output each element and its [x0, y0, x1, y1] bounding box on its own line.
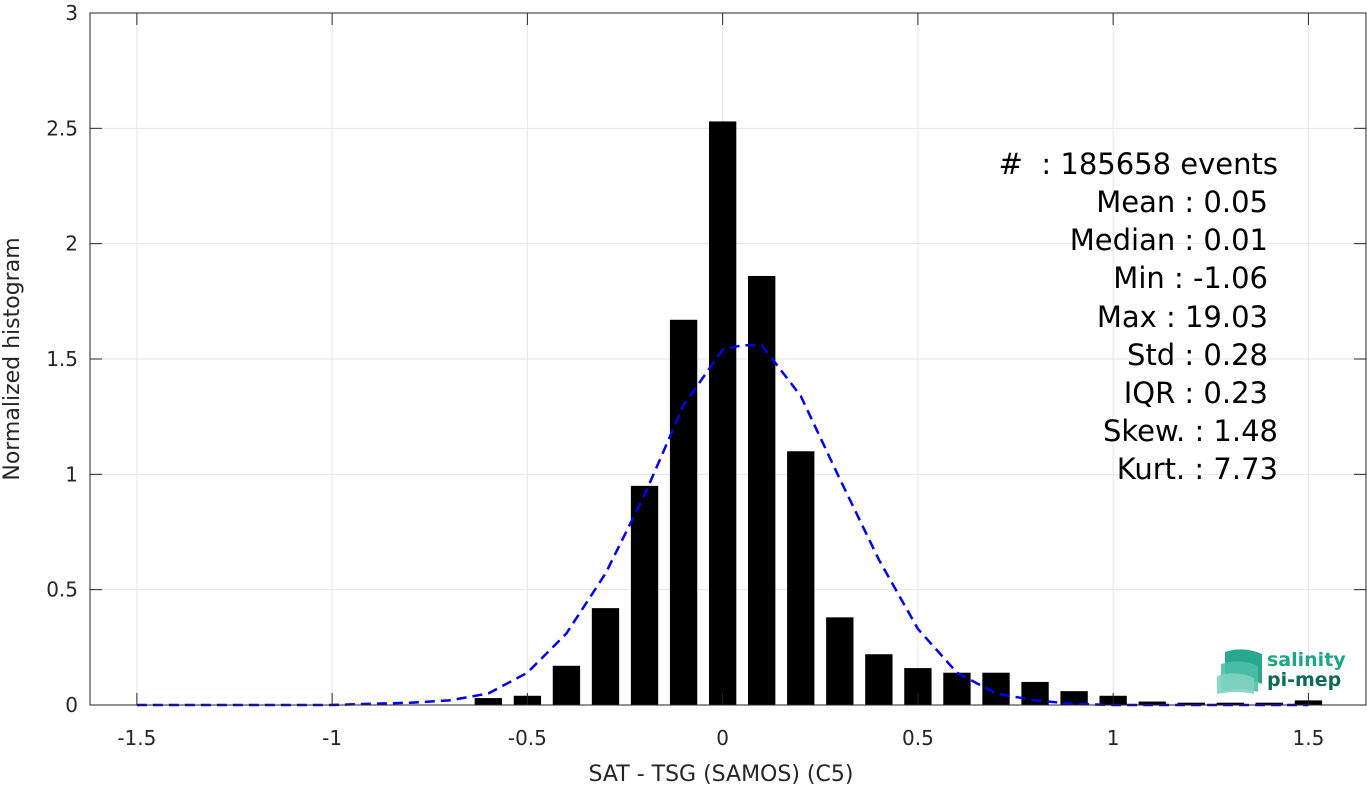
histogram-bar — [865, 654, 893, 705]
stat-std: Std : 0.28 — [1127, 338, 1268, 372]
histogram-bar — [826, 617, 854, 705]
y-tick-label: 2.5 — [46, 116, 78, 140]
logo-text-pi-mep: pi-mep — [1267, 669, 1341, 691]
histogram-bar — [630, 485, 659, 705]
stat-count: # : 185658 events — [999, 147, 1278, 181]
y-tick-label: 0.5 — [46, 578, 78, 602]
histogram-bar — [552, 665, 581, 705]
histogram-bar — [787, 451, 815, 705]
histogram-bar — [1060, 691, 1088, 705]
axes — [89, 12, 1367, 706]
histogram-bar — [1021, 681, 1049, 705]
stat-kurt: Kurt. : 7.73 — [1117, 452, 1278, 486]
stat-median: Median : 0.01 — [1070, 223, 1268, 257]
x-tick-label: 0.5 — [902, 726, 934, 750]
x-tick-label: -1 — [322, 726, 342, 750]
y-tick-label: 1 — [65, 462, 78, 486]
histogram-bar — [1138, 701, 1166, 705]
x-tick-label: 1.5 — [1293, 726, 1325, 750]
x-tick-label: -1.5 — [117, 726, 156, 750]
histogram-bar — [591, 608, 620, 705]
y-axis-label: Normalized histogram — [0, 237, 25, 480]
x-tick-label: 1 — [1107, 726, 1120, 750]
histogram-bar — [943, 672, 971, 705]
y-tick-label: 2 — [65, 232, 78, 256]
y-tick-label: 0 — [65, 693, 78, 717]
y-tick-label: 1.5 — [46, 347, 78, 371]
x-axis-label: SAT - TSG (SAMOS) (C5) — [589, 762, 854, 785]
stat-skew: Skew. : 1.48 — [1103, 414, 1278, 448]
histogram-bar — [748, 275, 776, 705]
histogram-bar — [708, 121, 737, 705]
stat-max: Max : 19.03 — [1097, 300, 1268, 334]
tick-labels: -1.5 -1 -0.5 0 0.5 1 1.5 0 0.5 1 1.5 2 2.5 3 — [46, 1, 1324, 750]
statistics-annotation: # : 185658 events Mean : 0.05 Median : 0… — [999, 147, 1278, 486]
wave-logo-icon — [1217, 649, 1262, 694]
x-tick-label: -0.5 — [508, 726, 547, 750]
histogram-bar — [1255, 702, 1284, 705]
stat-min: Min : -1.06 — [1113, 261, 1268, 295]
y-tick-label: 3 — [65, 1, 78, 25]
histogram-bars — [474, 121, 1323, 705]
salinity-pi-mep-logo: salinity pi-mep — [1217, 649, 1346, 694]
histogram-bar — [669, 319, 698, 705]
x-tick-label: 0 — [716, 726, 729, 750]
stat-mean: Mean : 0.05 — [1096, 185, 1268, 219]
histogram-bar — [474, 698, 502, 705]
stat-iqr: IQR : 0.23 — [1124, 376, 1268, 410]
logo-text-salinity: salinity — [1267, 649, 1346, 671]
